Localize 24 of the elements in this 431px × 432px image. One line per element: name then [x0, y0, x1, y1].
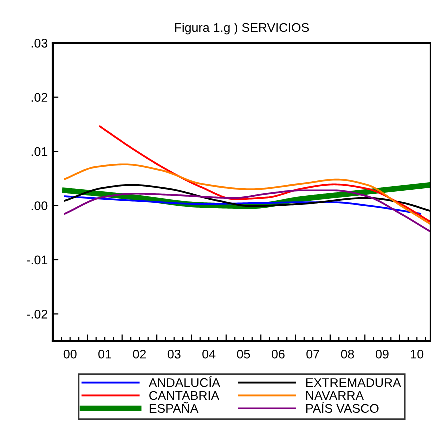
legend-label: PAÍS VASCO [306, 402, 379, 414]
y-tick-label: .02 [32, 93, 48, 102]
y-tick-label: .01 [32, 147, 48, 156]
x-tick-label: 10 [411, 350, 424, 359]
legend-label: EXTREMADURA [306, 378, 402, 388]
x-tick-label: 06 [272, 350, 285, 359]
x-tick-label: 01 [98, 350, 112, 359]
x-tick-label: 08 [341, 350, 354, 359]
x-tick-label: 04 [202, 350, 216, 359]
legend-label: CANTABRIA [150, 391, 220, 400]
chart-title: Figura 1.g ) SERVICIOS [175, 23, 310, 35]
x-tick-label: 05 [237, 350, 250, 359]
y-tick-label: -.02 [27, 310, 48, 319]
x-tick-label: 00 [64, 350, 77, 359]
legend-label: ESPAÑA [150, 402, 199, 414]
legend-label: NAVARRA [306, 391, 364, 400]
x-tick-label: 02 [133, 350, 146, 359]
x-tick-label: 03 [168, 350, 181, 359]
x-tick-label: 09 [376, 350, 389, 359]
y-tick-label: .03 [32, 39, 48, 48]
y-tick-label: -.01 [27, 256, 48, 265]
x-tick-label: 07 [306, 350, 320, 359]
y-tick-label: .00 [32, 202, 48, 210]
legend-label: ANDALUCÍA [148, 376, 220, 388]
